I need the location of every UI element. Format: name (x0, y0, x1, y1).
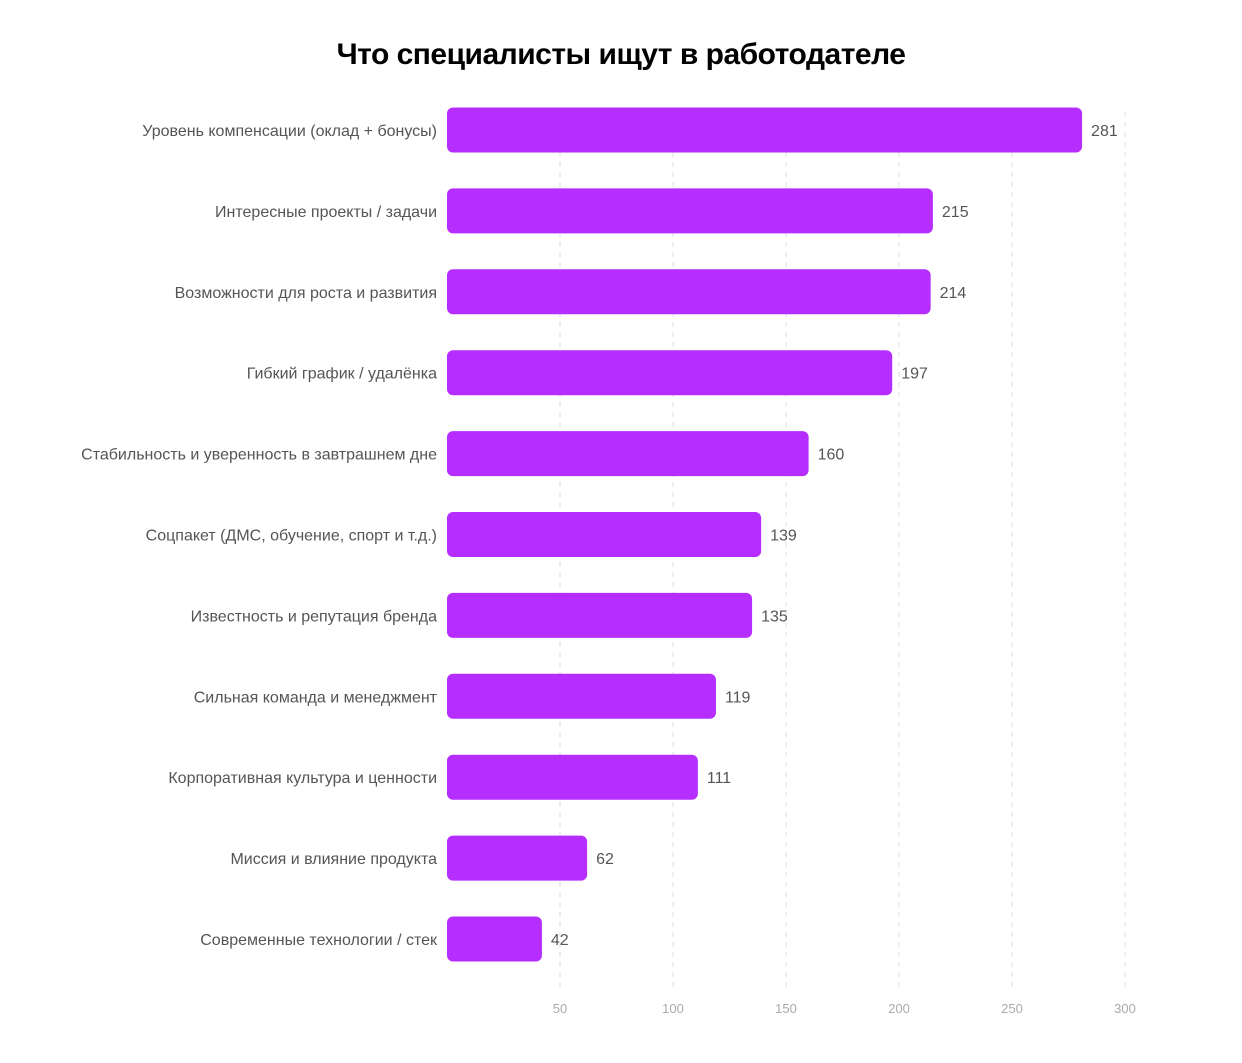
value-label: 139 (770, 528, 797, 545)
bar (447, 916, 542, 962)
bar (447, 350, 893, 396)
category-label: Уровень компенсации (оклад + бонусы) (142, 123, 437, 140)
category-label: Сильная команда и менеджмент (194, 689, 438, 706)
category-label: Миссия и влияние продукта (230, 851, 437, 868)
category-label: Известность и репутация бренда (191, 608, 437, 625)
bar (447, 673, 716, 719)
value-label: 281 (1091, 123, 1118, 140)
bar (447, 107, 1083, 153)
value-label: 111 (707, 770, 731, 787)
category-label: Современные технологии / стек (200, 932, 438, 949)
category-label: Стабильность и уверенность в завтрашнем … (81, 447, 437, 464)
value-label: 160 (818, 447, 845, 464)
bar (447, 512, 762, 557)
category-label: Гибкий график / удалёнка (247, 366, 437, 383)
x-tick-label: 150 (775, 1001, 797, 1016)
value-label: 214 (940, 285, 967, 302)
bar (447, 269, 931, 315)
x-tick-label: 50 (553, 1001, 567, 1016)
category-label: Интересные проекты / задачи (215, 204, 437, 221)
value-label: 215 (942, 204, 969, 221)
x-tick-label: 300 (1114, 1001, 1136, 1016)
x-tick-label: 250 (1001, 1001, 1023, 1016)
x-tick-label: 100 (662, 1001, 684, 1016)
category-label: Соцпакет (ДМС, обучение, спорт и т.д.) (146, 528, 437, 545)
bar (447, 754, 698, 800)
bar (447, 835, 588, 881)
value-label: 135 (761, 608, 788, 625)
bar (447, 188, 933, 234)
category-label: Возможности для роста и развития (175, 285, 437, 302)
bar (447, 592, 753, 638)
bar (447, 431, 809, 477)
value-label: 119 (725, 689, 751, 706)
value-label: 197 (901, 366, 928, 383)
chart-title: Что специалисты ищут в работодателе (336, 38, 906, 71)
value-label: 62 (596, 851, 614, 868)
x-tick-label: 200 (888, 1001, 910, 1016)
value-label: 42 (551, 932, 569, 949)
category-label: Корпоративная культура и ценности (168, 770, 437, 787)
